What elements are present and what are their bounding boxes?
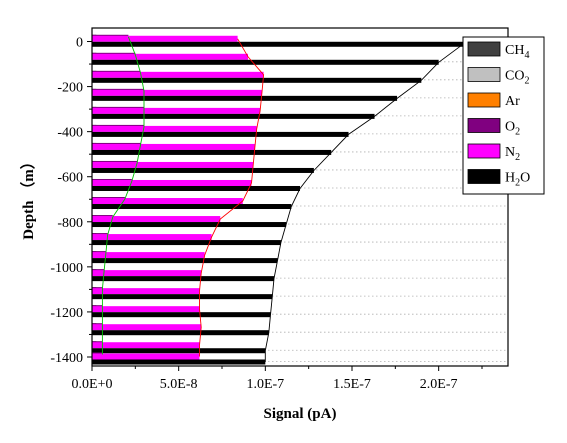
y-tick-label-2: -400	[57, 126, 83, 141]
legend-swatch-Ar	[467, 92, 501, 108]
bar-H2O-1	[92, 59, 439, 65]
legend-swatch-N2	[467, 143, 501, 159]
y-tick-label-0: 0	[76, 36, 83, 51]
bar-H2O-18	[92, 359, 266, 365]
bar-H2O-8	[92, 185, 300, 191]
x-tick-label-2: 1.0E-7	[246, 377, 284, 392]
x-tick-label-3: 1.5E-7	[333, 377, 371, 392]
legend-label-CO2: CO2	[505, 69, 529, 87]
legend-swatch-H2O	[467, 169, 501, 184]
envelope-line-N2	[199, 38, 265, 357]
legend-swatch-O2	[467, 118, 501, 133]
bar-N2-9	[92, 198, 243, 205]
bar-N2-8	[92, 179, 252, 186]
bar-H2O-12	[92, 258, 278, 264]
legend-label-CH4: CH4	[505, 43, 529, 61]
y-tick-label-7: -1400	[50, 351, 83, 366]
y-tick-label-3: -600	[57, 171, 83, 186]
bar-H2O-9	[92, 204, 292, 210]
x-tick-label-1: 5.0E-8	[160, 377, 198, 392]
bar-N2-5	[92, 125, 257, 132]
bar-H2O-17	[92, 348, 266, 354]
bar-N2-1	[92, 53, 248, 60]
bar-H2O-4	[92, 113, 375, 119]
bar-N2-17	[92, 342, 200, 349]
bar-H2O-5	[92, 131, 349, 137]
bar-N2-11	[92, 234, 212, 241]
legend-label-H2O: H2O	[505, 171, 530, 189]
bar-H2O-16	[92, 330, 269, 336]
legend-swatch-CH4	[467, 41, 501, 57]
bar-N2-4	[92, 107, 261, 114]
x-tick-label-4: 2.0E-7	[420, 377, 458, 392]
legend-swatch-CO2	[467, 67, 501, 82]
x-tick-label-0: 0.0E+0	[72, 377, 113, 392]
legend-label-O2: O2	[505, 120, 520, 138]
bar-N2-6	[92, 143, 255, 150]
legend-label-N2: N2	[505, 145, 520, 163]
bar-N2-18	[92, 353, 200, 360]
bar-H2O-10	[92, 222, 287, 228]
bar-H2O-15	[92, 312, 271, 318]
bar-N2-10	[92, 216, 221, 223]
bar-N2-0	[92, 35, 238, 42]
bar-N2-14	[92, 288, 200, 295]
bar-N2-15	[92, 306, 200, 313]
bar-N2-2	[92, 71, 264, 78]
y-axis-title: Depth （m）	[19, 154, 37, 239]
bar-N2-16	[92, 324, 202, 331]
y-tick-label-5: -1000	[50, 261, 83, 276]
x-axis-title: Signal (pA)	[264, 406, 337, 422]
legend: CH4 CO2 Ar O2 N2 H2O	[462, 36, 545, 195]
bar-H2O-3	[92, 95, 398, 101]
envelope-lines	[101, 36, 464, 362]
plot-area-frame	[91, 27, 509, 367]
envelope-line-O2	[101, 36, 145, 355]
legend-box	[462, 36, 545, 195]
bar-H2O-0	[92, 41, 463, 47]
bar-H2O-2	[92, 77, 422, 83]
bar-H2O-13	[92, 276, 274, 282]
bars	[92, 34, 463, 365]
bar-H2O-11	[92, 240, 281, 246]
envelope-line-H2O	[264, 43, 464, 362]
bar-N2-13	[92, 270, 202, 277]
bar-H2O-7	[92, 167, 314, 173]
bar-N2-7	[92, 161, 254, 168]
legend-label-Ar: Ar	[505, 94, 520, 109]
bar-N2-3	[92, 89, 262, 96]
bar-H2O-14	[92, 294, 273, 300]
axis-ticks: 0.0E+0 5.0E-8 1.0E-7 1.5E-7 2.0E-7 0 -200 -400 -…	[50, 36, 483, 392]
y-tick-label-1: -200	[57, 81, 83, 96]
bar-N2-12	[92, 252, 205, 259]
bar-H2O-6	[92, 149, 332, 155]
y-tick-label-6: -1200	[50, 306, 83, 321]
y-tick-label-4: -800	[57, 216, 83, 231]
